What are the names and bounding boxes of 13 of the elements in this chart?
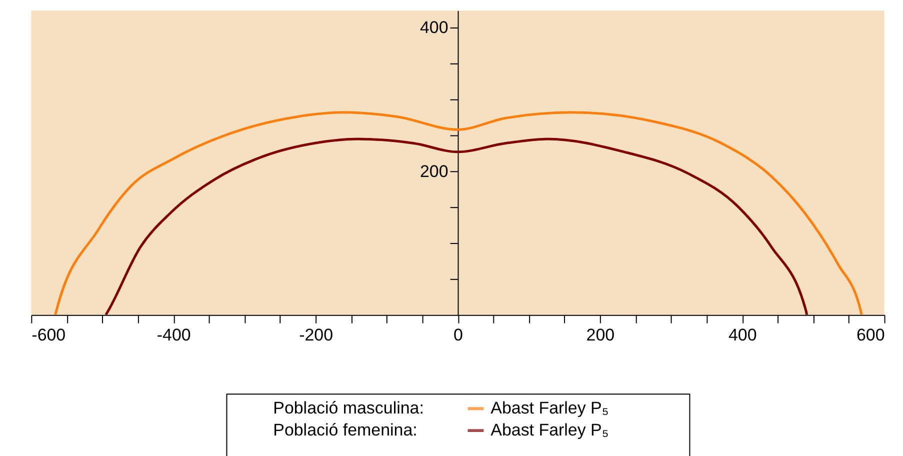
x-tick-label: -200 bbox=[299, 325, 334, 344]
x-tick-label: -600 bbox=[32, 325, 66, 344]
legend-label: Abast Farley P₅ bbox=[490, 420, 609, 440]
line-series bbox=[104, 138, 808, 315]
x-tick-label: 400 bbox=[728, 325, 757, 344]
legend-label: Abast Farley P₅ bbox=[490, 398, 609, 418]
line-series bbox=[54, 111, 863, 315]
x-tick-label: -400 bbox=[156, 325, 191, 344]
x-tick-label: 600 bbox=[856, 325, 885, 344]
x-tick-label: 0 bbox=[454, 325, 463, 344]
x-tick-label: 200 bbox=[586, 325, 615, 344]
text: Població femenina: bbox=[273, 420, 418, 440]
text: Població masculina: bbox=[273, 398, 424, 418]
